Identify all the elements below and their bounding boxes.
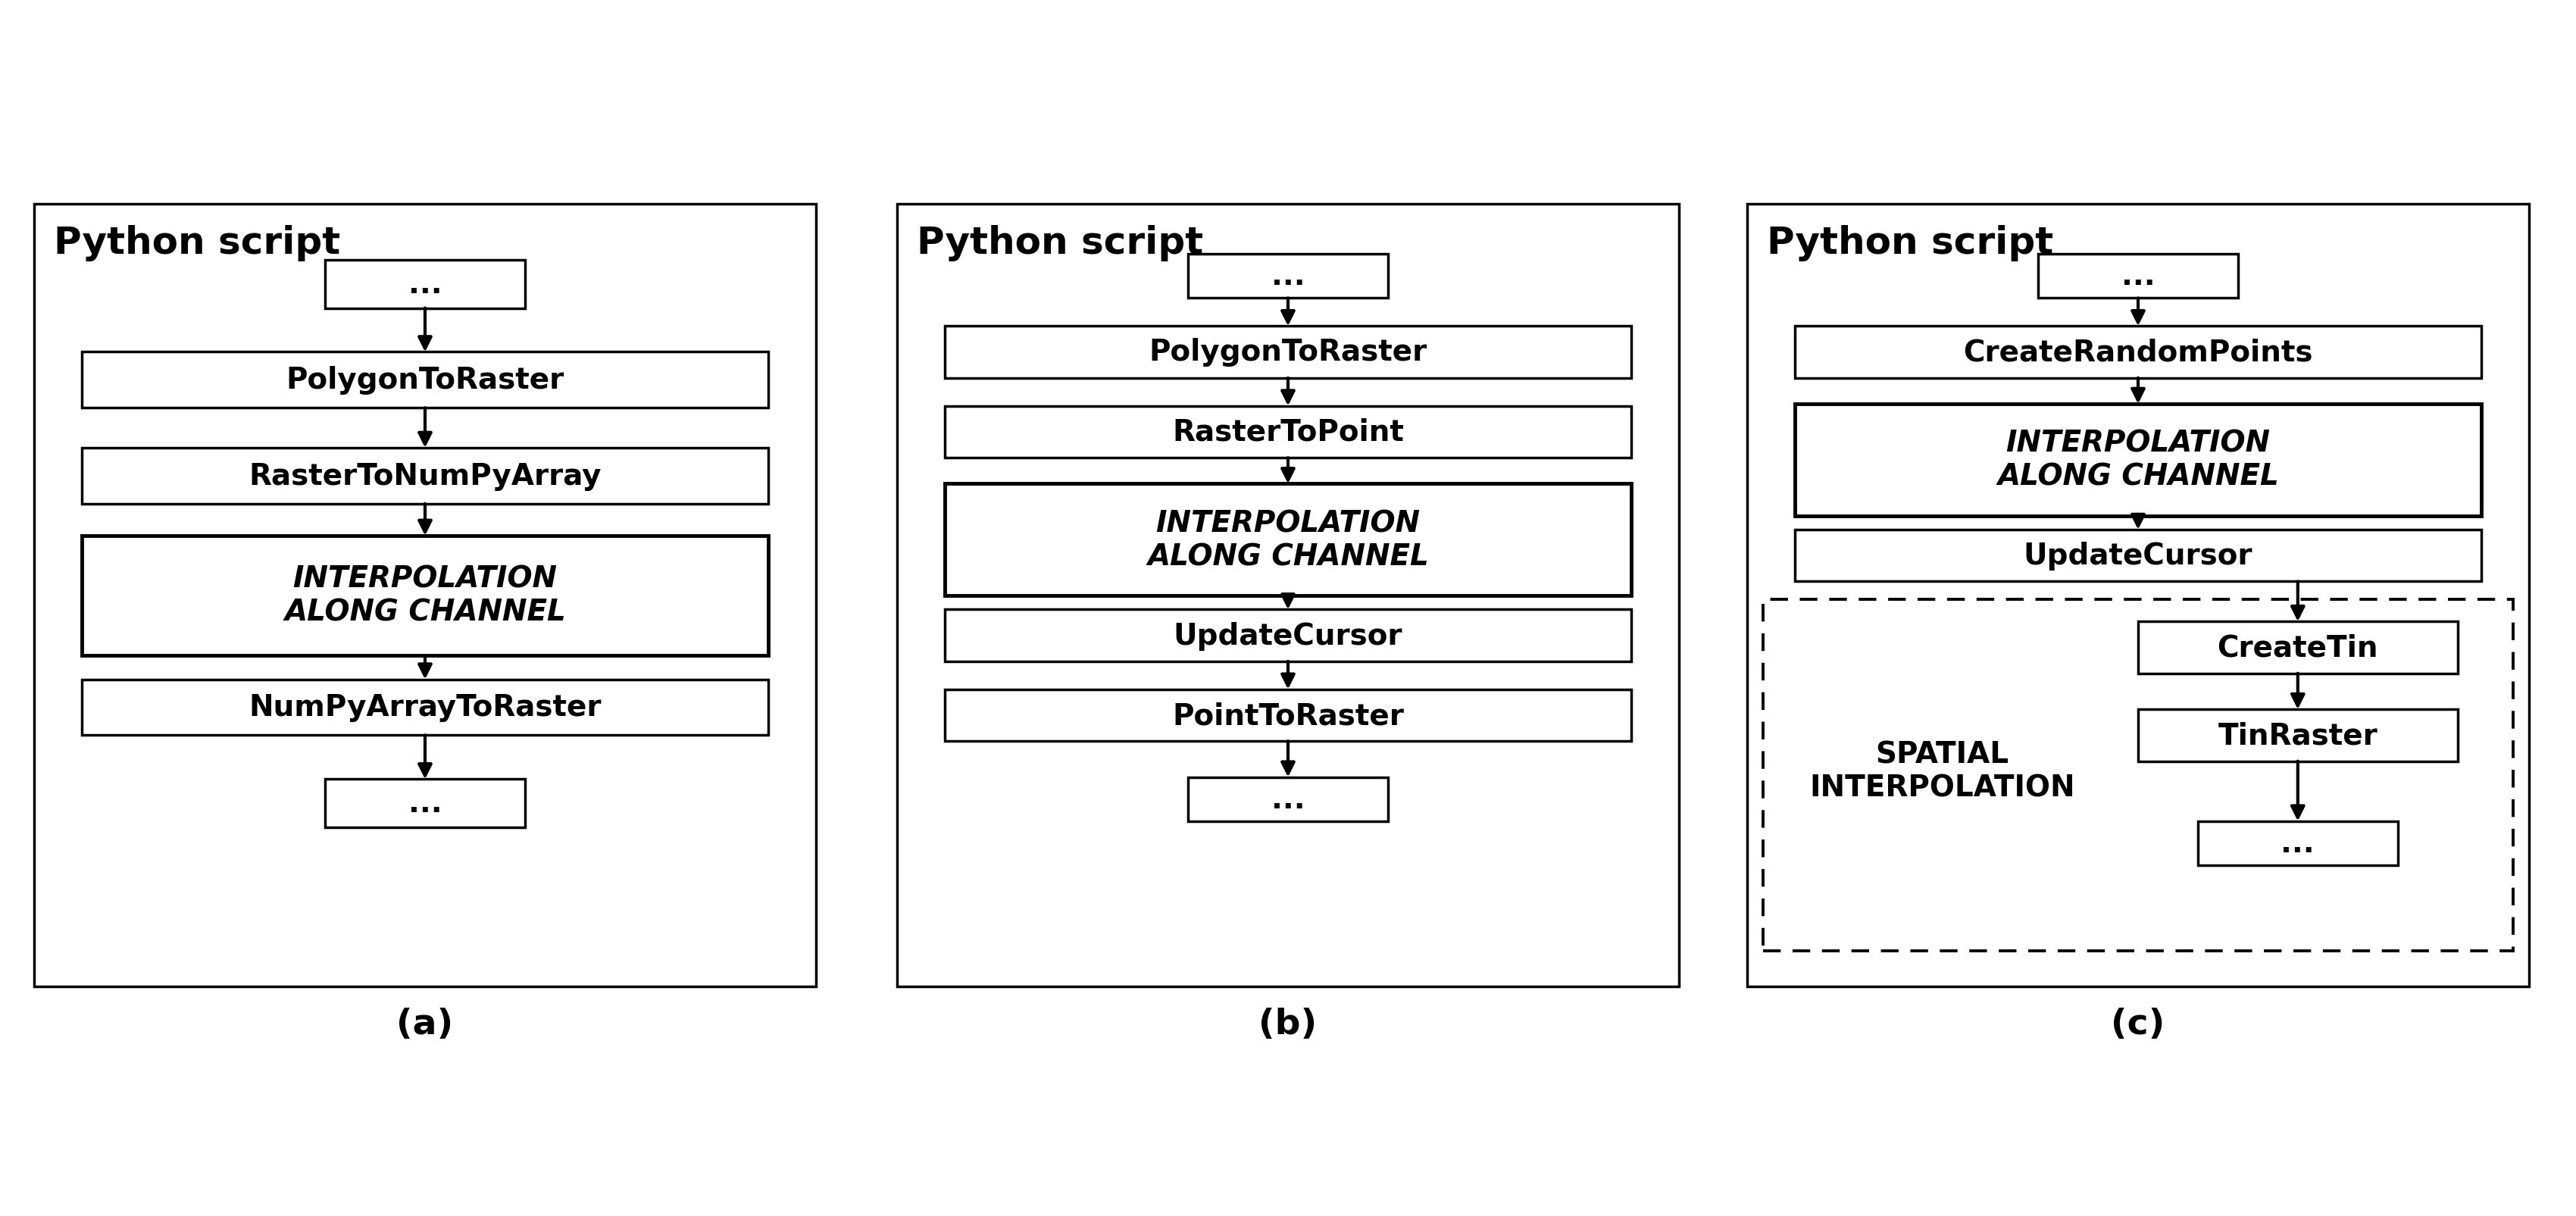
Text: INTERPOLATION
ALONG CHANNEL: INTERPOLATION ALONG CHANNEL: [1996, 429, 2280, 491]
Text: ...: ...: [2120, 263, 2156, 291]
Text: UpdateCursor: UpdateCursor: [2025, 541, 2251, 570]
Text: ...: ...: [1270, 786, 1306, 814]
Text: CreateRandomPoints: CreateRandomPoints: [1963, 338, 2313, 367]
Text: Python script: Python script: [1767, 225, 2053, 261]
FancyBboxPatch shape: [1795, 404, 2481, 516]
FancyBboxPatch shape: [945, 689, 1631, 742]
Text: SPATIAL
INTERPOLATION: SPATIAL INTERPOLATION: [1808, 741, 2076, 803]
FancyBboxPatch shape: [2038, 254, 2239, 299]
Text: UpdateCursor: UpdateCursor: [1175, 621, 1401, 651]
Text: ...: ...: [407, 270, 443, 299]
FancyBboxPatch shape: [325, 260, 526, 309]
FancyBboxPatch shape: [1795, 327, 2481, 378]
FancyBboxPatch shape: [945, 609, 1631, 662]
Text: TinRaster: TinRaster: [2218, 721, 2378, 750]
Text: Python script: Python script: [54, 225, 340, 261]
Text: CreateTin: CreateTin: [2218, 634, 2378, 662]
FancyBboxPatch shape: [1188, 254, 1388, 299]
FancyBboxPatch shape: [2138, 710, 2458, 761]
Text: ...: ...: [1270, 263, 1306, 291]
Text: RasterToNumPyArray: RasterToNumPyArray: [250, 462, 600, 490]
Text: Python script: Python script: [917, 225, 1203, 261]
Text: ...: ...: [2280, 829, 2316, 857]
Text: (a): (a): [397, 1007, 453, 1041]
Text: PointToRaster: PointToRaster: [1172, 702, 1404, 730]
FancyBboxPatch shape: [1762, 599, 2514, 951]
FancyBboxPatch shape: [1747, 204, 2530, 987]
FancyBboxPatch shape: [896, 204, 1680, 987]
FancyBboxPatch shape: [82, 536, 768, 655]
FancyBboxPatch shape: [1795, 530, 2481, 582]
FancyBboxPatch shape: [325, 779, 526, 827]
FancyBboxPatch shape: [82, 353, 768, 409]
FancyBboxPatch shape: [945, 484, 1631, 596]
FancyBboxPatch shape: [945, 327, 1631, 378]
Text: RasterToPoint: RasterToPoint: [1172, 418, 1404, 446]
FancyBboxPatch shape: [945, 406, 1631, 458]
Text: ...: ...: [407, 789, 443, 817]
Text: INTERPOLATION
ALONG CHANNEL: INTERPOLATION ALONG CHANNEL: [283, 564, 567, 627]
FancyBboxPatch shape: [2197, 821, 2398, 865]
FancyBboxPatch shape: [82, 449, 768, 505]
Text: (b): (b): [1260, 1007, 1316, 1041]
Text: (c): (c): [2112, 1007, 2164, 1041]
FancyBboxPatch shape: [33, 204, 817, 987]
Text: PolygonToRaster: PolygonToRaster: [1149, 338, 1427, 367]
Text: INTERPOLATION
ALONG CHANNEL: INTERPOLATION ALONG CHANNEL: [1146, 510, 1430, 572]
FancyBboxPatch shape: [1188, 777, 1388, 821]
Text: NumPyArrayToRaster: NumPyArrayToRaster: [250, 693, 600, 722]
FancyBboxPatch shape: [2138, 621, 2458, 674]
FancyBboxPatch shape: [82, 680, 768, 736]
Text: PolygonToRaster: PolygonToRaster: [286, 366, 564, 395]
